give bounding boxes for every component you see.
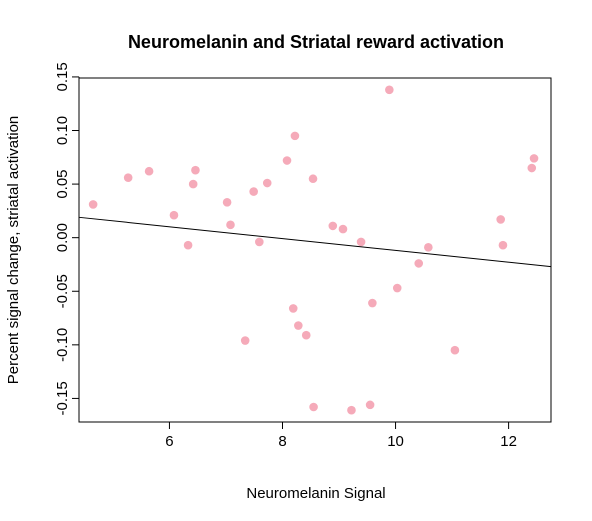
data-point xyxy=(290,131,300,141)
data-points xyxy=(88,85,539,415)
data-point xyxy=(188,179,198,189)
data-point xyxy=(144,166,154,176)
y-tick-label: 0.05 xyxy=(54,169,71,198)
data-point xyxy=(338,224,348,234)
data-point xyxy=(262,178,272,188)
x-tick-label: 10 xyxy=(387,433,404,450)
data-point xyxy=(414,259,424,268)
data-point xyxy=(282,156,292,165)
data-point xyxy=(328,221,338,231)
data-point xyxy=(368,298,377,308)
data-point xyxy=(498,240,508,250)
plot-frame xyxy=(78,77,552,423)
data-point xyxy=(365,400,375,410)
data-point xyxy=(527,163,537,173)
y-axis: -0.15 -0.10 -0.05 0.00 0.05 0.10 0.15 xyxy=(54,62,80,416)
y-tick-label: 0.10 xyxy=(54,116,71,145)
data-point xyxy=(191,165,200,175)
data-point xyxy=(308,174,318,184)
y-tick-label: 0.15 xyxy=(54,62,71,91)
x-axis: 6 8 10 12 xyxy=(165,421,517,450)
data-point xyxy=(347,405,356,415)
data-point xyxy=(169,210,179,220)
data-point xyxy=(529,154,539,163)
data-point xyxy=(301,330,311,340)
chart-title: Neuromelanin and Striatal reward activat… xyxy=(128,32,504,52)
data-point xyxy=(385,85,394,95)
x-tick-label: 8 xyxy=(278,433,286,450)
data-point xyxy=(222,198,232,207)
data-point xyxy=(356,237,366,247)
x-tick-label: 6 xyxy=(165,433,173,450)
data-point xyxy=(183,240,193,250)
data-point xyxy=(424,243,433,252)
data-point xyxy=(294,321,303,330)
data-point xyxy=(288,304,298,313)
regression-line xyxy=(78,216,552,268)
data-point xyxy=(123,173,133,182)
y-tick-label: -0.10 xyxy=(54,328,71,362)
data-point xyxy=(249,187,258,196)
data-point xyxy=(226,220,235,230)
y-tick-label: -0.15 xyxy=(54,381,71,415)
data-point xyxy=(309,402,318,412)
data-point xyxy=(392,283,402,293)
y-tick-label: 0.00 xyxy=(54,223,71,252)
data-point xyxy=(255,237,264,247)
x-axis-label: Neuromelanin Signal xyxy=(246,485,385,502)
y-tick-label: -0.05 xyxy=(54,274,71,308)
data-point xyxy=(240,336,250,345)
data-point xyxy=(450,345,460,355)
data-point xyxy=(496,215,505,224)
data-point xyxy=(88,200,98,209)
x-tick-label: 12 xyxy=(500,433,517,450)
y-axis-label: Percent signal change, striatal activati… xyxy=(5,116,22,384)
